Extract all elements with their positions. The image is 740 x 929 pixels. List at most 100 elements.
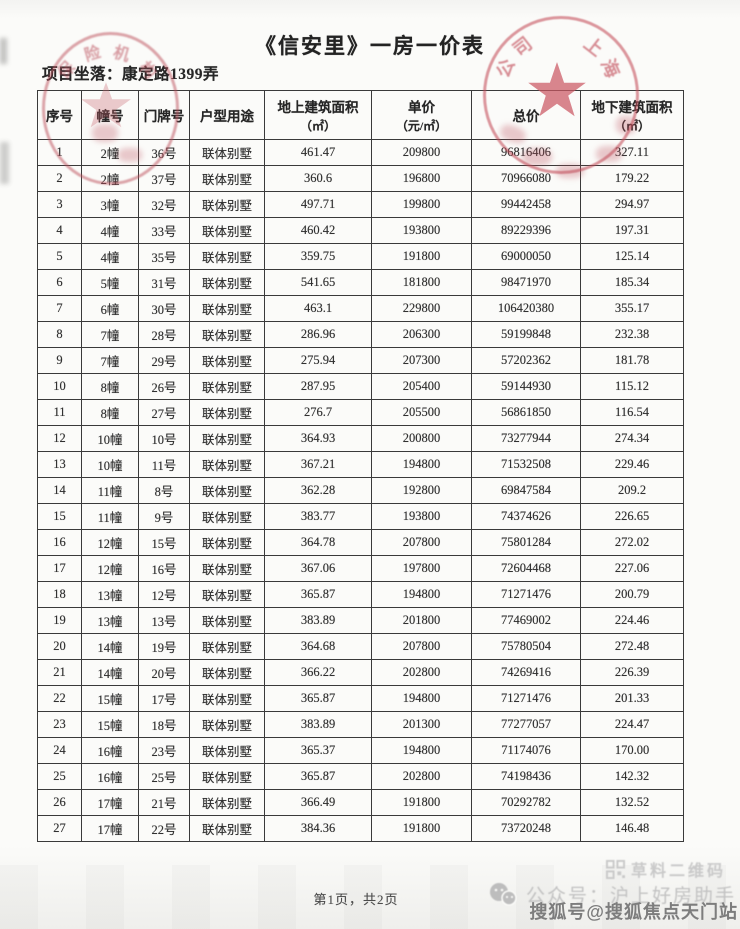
table-cell: 73720248 <box>471 815 581 842</box>
table-cell: 194800 <box>371 685 472 712</box>
col-header-2: 门牌号 <box>138 90 190 140</box>
table-cell: 27 <box>37 815 82 842</box>
table-cell: 194800 <box>371 581 472 608</box>
table-cell: 8号 <box>138 477 190 504</box>
table-cell: 联体别墅 <box>189 789 265 816</box>
table-cell: 13幢 <box>81 581 139 608</box>
table-cell: 200800 <box>371 425 472 452</box>
table-cell: 59199848 <box>471 321 581 348</box>
table-cell: 17 <box>37 555 82 582</box>
table-row: 27 17幢 22号 联体别墅 384.36 191800 73720248 146.48 <box>37 815 684 842</box>
table-cell: 461.47 <box>264 139 372 166</box>
table-cell: 201300 <box>371 711 472 738</box>
table-cell: 11 <box>37 399 82 426</box>
table-row: 9 7幢 29号 联体别墅 275.94 207300 57202362 181.78 <box>37 347 684 374</box>
table-cell: 联体别墅 <box>189 529 265 556</box>
table-cell: 274.34 <box>580 425 684 452</box>
table-cell: 27号 <box>138 399 190 426</box>
table-cell: 13幢 <box>81 607 139 634</box>
table-cell: 30号 <box>138 295 190 322</box>
table-cell: 193800 <box>371 217 472 244</box>
table-cell: 联体别墅 <box>189 737 265 764</box>
table-cell: 74374626 <box>471 503 581 530</box>
table-cell: 232.38 <box>580 321 684 348</box>
table-row: 10 8幢 26号 联体别墅 287.95 205400 59144930 115.12 <box>37 373 684 400</box>
table-cell: 联体别墅 <box>189 503 265 530</box>
table-cell: 73277944 <box>471 425 581 452</box>
table-cell: 12幢 <box>81 555 139 582</box>
table-cell: 16幢 <box>81 737 139 764</box>
table-cell: 276.7 <box>264 399 372 426</box>
table-cell: 99442458 <box>471 191 581 218</box>
table-cell: 74198436 <box>471 763 581 790</box>
table-cell: 9 <box>37 347 82 374</box>
table-cell: 226.65 <box>580 503 684 530</box>
table-row: 6 5幢 31号 联体别墅 541.65 181800 98471970 185.34 <box>37 269 684 296</box>
table-cell: 226.39 <box>580 659 684 686</box>
table-cell: 192800 <box>371 477 472 504</box>
table-cell: 365.87 <box>264 685 372 712</box>
table-cell: 37号 <box>138 165 190 192</box>
table-row: 12 10幢 10号 联体别墅 364.93 200800 73277944 274.34 <box>37 425 684 452</box>
table-cell: 362.28 <box>264 477 372 504</box>
table-cell: 365.87 <box>264 581 372 608</box>
table-cell: 7幢 <box>81 347 139 374</box>
table-cell: 106420380 <box>471 295 581 322</box>
table-cell: 71532508 <box>471 451 581 478</box>
table-cell: 142.32 <box>580 763 684 790</box>
table-cell: 联体别墅 <box>189 659 265 686</box>
table-cell: 联体别墅 <box>189 607 265 634</box>
table-row: 16 12幢 15号 联体别墅 364.78 207800 75801284 272.02 <box>37 529 684 556</box>
table-cell: 联体别墅 <box>189 477 265 504</box>
table-cell: 31号 <box>138 269 190 296</box>
table-cell: 8 <box>37 321 82 348</box>
table-row: 4 4幢 33号 联体别墅 460.42 193800 89229396 197.31 <box>37 217 684 244</box>
table-cell: 18号 <box>138 711 190 738</box>
table-cell: 2幢 <box>81 139 139 166</box>
table-cell: 366.49 <box>264 789 372 816</box>
table-cell: 229800 <box>371 295 472 322</box>
col-header-7: 地下建筑面积 （㎡） <box>580 90 684 140</box>
table-cell: 69847584 <box>471 477 581 504</box>
table-cell: 9号 <box>138 503 190 530</box>
table-cell: 202800 <box>371 763 472 790</box>
table-cell: 384.36 <box>264 815 372 842</box>
table-cell: 359.75 <box>264 243 372 270</box>
qr-code-icon <box>605 859 625 879</box>
table-cell: 19 <box>37 607 82 634</box>
table-cell: 56861850 <box>471 399 581 426</box>
table-cell: 7幢 <box>81 321 139 348</box>
col-header-6: 总价 <box>471 90 581 140</box>
table-row: 15 11幢 9号 联体别墅 383.77 193800 74374626 226.65 <box>37 503 684 530</box>
table-row: 3 3幢 32号 联体别墅 497.71 199800 99442458 294.97 <box>37 191 684 218</box>
table-cell: 36号 <box>138 139 190 166</box>
table-cell: 21号 <box>138 789 190 816</box>
table-cell: 202800 <box>371 659 472 686</box>
table-cell: 联体别墅 <box>189 815 265 842</box>
table-cell: 12 <box>37 425 82 452</box>
table-row: 26 17幢 21号 联体别墅 366.49 191800 70292782 132.52 <box>37 789 684 816</box>
table-cell: 联体别墅 <box>189 711 265 738</box>
table-cell: 26号 <box>138 373 190 400</box>
table-cell: 联体别墅 <box>189 217 265 244</box>
table-cell: 15 <box>37 503 82 530</box>
table-cell: 207800 <box>371 529 472 556</box>
table-cell: 12幢 <box>81 529 139 556</box>
table-cell: 29号 <box>138 347 190 374</box>
table-cell: 16幢 <box>81 763 139 790</box>
page-title: 《信安里》一房一价表 <box>255 34 485 58</box>
table-cell: 497.71 <box>264 191 372 218</box>
table-cell: 11幢 <box>81 477 139 504</box>
table-cell: 98471970 <box>471 269 581 296</box>
table-cell: 181.78 <box>580 347 684 374</box>
table-cell: 355.17 <box>580 295 684 322</box>
table-cell: 17号 <box>138 685 190 712</box>
table-cell: 275.94 <box>264 347 372 374</box>
table-row: 18 13幢 12号 联体别墅 365.87 194800 71271476 200.79 <box>37 581 684 608</box>
table-row: 20 14幢 19号 联体别墅 364.68 207800 75780504 272.48 <box>37 633 684 660</box>
table-cell: 25号 <box>138 763 190 790</box>
table-cell: 4 <box>37 217 82 244</box>
table-cell: 200.79 <box>580 581 684 608</box>
table-cell: 205500 <box>371 399 472 426</box>
